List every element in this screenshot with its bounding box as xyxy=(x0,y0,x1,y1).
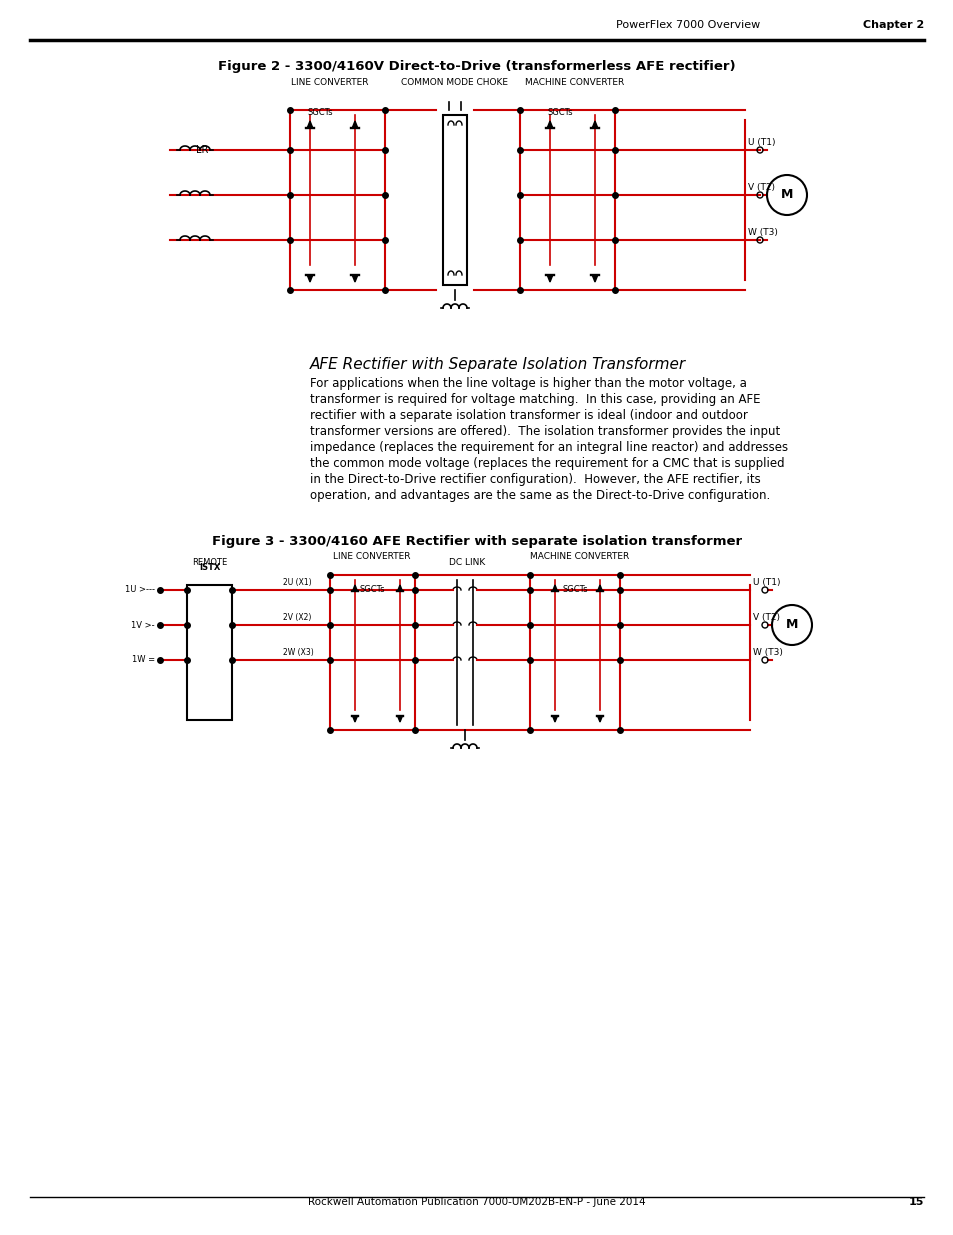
Text: Chapter 2: Chapter 2 xyxy=(862,20,923,30)
Text: transformer is required for voltage matching.  In this case, providing an AFE: transformer is required for voltage matc… xyxy=(310,393,760,406)
Text: LR: LR xyxy=(195,144,208,156)
Bar xyxy=(442,115,467,285)
Text: M: M xyxy=(785,619,798,631)
Text: the common mode voltage (replaces the requirement for a CMC that is supplied: the common mode voltage (replaces the re… xyxy=(310,457,783,471)
Text: rectifier with a separate isolation transformer is ideal (indoor and outdoor: rectifier with a separate isolation tran… xyxy=(310,409,747,422)
Text: 1W =: 1W = xyxy=(132,656,154,664)
Text: COMMON MODE CHOKE: COMMON MODE CHOKE xyxy=(401,78,508,86)
Text: M: M xyxy=(780,189,792,201)
Polygon shape xyxy=(352,275,357,282)
Polygon shape xyxy=(397,716,402,722)
Text: 15: 15 xyxy=(907,1197,923,1207)
Polygon shape xyxy=(352,121,357,128)
Text: U (T1): U (T1) xyxy=(752,578,780,587)
Text: ISTX: ISTX xyxy=(199,563,220,572)
Polygon shape xyxy=(597,585,601,592)
Polygon shape xyxy=(592,121,598,128)
Text: Figure 2 - 3300/4160V Direct-to-Drive (transformerless AFE rectifier): Figure 2 - 3300/4160V Direct-to-Drive (t… xyxy=(218,61,735,73)
Polygon shape xyxy=(307,121,313,128)
Text: MACHINE CONVERTER: MACHINE CONVERTER xyxy=(530,552,629,561)
Text: SGCTs: SGCTs xyxy=(547,107,572,117)
Text: DC LINK: DC LINK xyxy=(449,558,485,567)
Text: in the Direct-to-Drive rectifier configuration).  However, the AFE rectifier, it: in the Direct-to-Drive rectifier configu… xyxy=(310,473,760,487)
Text: REMOTE: REMOTE xyxy=(193,558,228,567)
Text: AFE Rectifier with Separate Isolation Transformer: AFE Rectifier with Separate Isolation Tr… xyxy=(310,357,685,372)
Text: V (T2): V (T2) xyxy=(752,613,780,622)
Text: V (T2): V (T2) xyxy=(747,183,774,191)
Text: PowerFlex 7000 Overview: PowerFlex 7000 Overview xyxy=(615,20,760,30)
Text: Rockwell Automation Publication 7000-UM202B-EN-P - June 2014: Rockwell Automation Publication 7000-UM2… xyxy=(308,1197,645,1207)
Polygon shape xyxy=(552,585,557,592)
Text: Figure 3 - 3300/4160 AFE Rectifier with separate isolation transformer: Figure 3 - 3300/4160 AFE Rectifier with … xyxy=(212,535,741,548)
Text: LINE CONVERTER: LINE CONVERTER xyxy=(333,552,411,561)
Polygon shape xyxy=(307,275,313,282)
Polygon shape xyxy=(547,275,552,282)
Polygon shape xyxy=(597,716,601,722)
Text: 1U >---: 1U >--- xyxy=(125,585,154,594)
Text: LINE CONVERTER: LINE CONVERTER xyxy=(291,78,369,86)
Text: transformer versions are offered).  The isolation transformer provides the input: transformer versions are offered). The i… xyxy=(310,425,780,438)
Polygon shape xyxy=(397,585,402,592)
Text: U (T1): U (T1) xyxy=(747,138,775,147)
Polygon shape xyxy=(353,716,357,722)
Polygon shape xyxy=(353,585,357,592)
Text: SGCTs: SGCTs xyxy=(561,585,587,594)
Text: SGCTs: SGCTs xyxy=(359,585,384,594)
Polygon shape xyxy=(552,716,557,722)
Polygon shape xyxy=(592,275,598,282)
Text: W (T3): W (T3) xyxy=(752,648,782,657)
Text: For applications when the line voltage is higher than the motor voltage, a: For applications when the line voltage i… xyxy=(310,377,746,390)
Text: 2U (X1): 2U (X1) xyxy=(283,578,312,587)
Bar xyxy=(188,585,233,720)
Text: 1V >-: 1V >- xyxy=(132,620,154,630)
Text: 2V (X2): 2V (X2) xyxy=(283,613,311,622)
Text: W (T3): W (T3) xyxy=(747,228,777,237)
Text: impedance (replaces the requirement for an integral line reactor) and addresses: impedance (replaces the requirement for … xyxy=(310,441,787,454)
Text: operation, and advantages are the same as the Direct-to-Drive configuration.: operation, and advantages are the same a… xyxy=(310,489,769,501)
Text: MACHINE CONVERTER: MACHINE CONVERTER xyxy=(525,78,624,86)
Polygon shape xyxy=(547,121,552,128)
Text: SGCTs: SGCTs xyxy=(307,107,333,117)
Text: 2W (X3): 2W (X3) xyxy=(283,648,314,657)
